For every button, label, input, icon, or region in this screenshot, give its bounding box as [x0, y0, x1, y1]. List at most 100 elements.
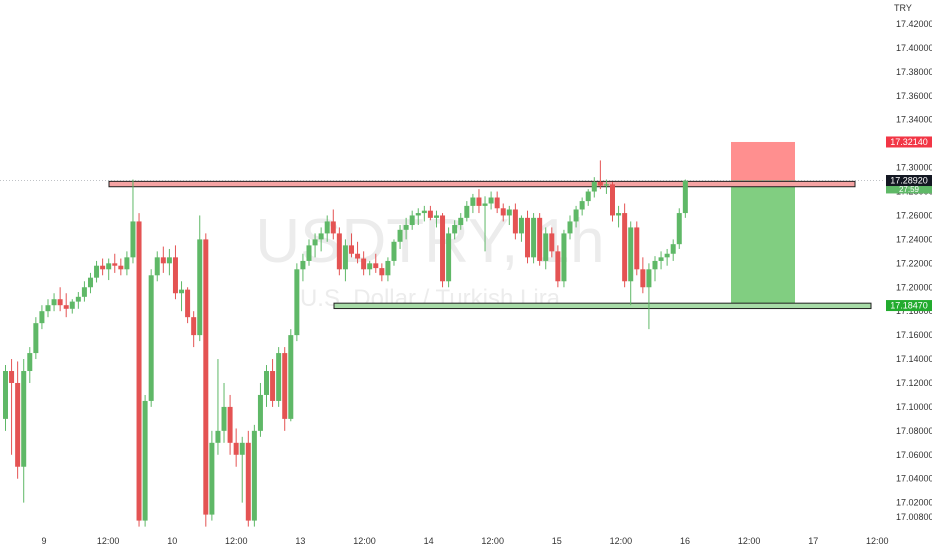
- price-tick-label: 17.00800: [896, 512, 932, 522]
- candle-body: [518, 217, 524, 234]
- candle-body: [549, 233, 555, 252]
- candle-body: [63, 305, 69, 309]
- candle-body: [257, 394, 263, 431]
- candle-body: [470, 197, 476, 206]
- candle-body: [245, 442, 251, 521]
- price-tick-label: 17.40000: [896, 43, 932, 53]
- candle-body: [39, 311, 45, 324]
- candle-body: [112, 263, 118, 266]
- candle-body: [69, 301, 75, 309]
- candle-body: [33, 323, 39, 354]
- candle-body: [433, 215, 439, 218]
- candle-body: [203, 239, 209, 515]
- price-tick-label: 17.16000: [896, 330, 932, 340]
- candle-body: [555, 251, 561, 282]
- candle-body: [603, 184, 609, 186]
- candle-body: [142, 400, 148, 521]
- candle-body: [464, 205, 470, 218]
- candle-body: [118, 265, 124, 270]
- drawing-layer[interactable]: [0, 141, 884, 310]
- candle-body: [45, 305, 51, 312]
- price-axis[interactable]: TRY 17.42000 17.40000 17.38000 17.36000 17.3…: [894, 3, 932, 522]
- candle-body: [324, 221, 330, 234]
- candle-body: [233, 442, 239, 455]
- candle-body: [348, 245, 354, 254]
- candle-body: [288, 335, 294, 419]
- candle-body: [440, 215, 446, 282]
- time-tick-label: 12:00: [866, 536, 889, 546]
- price-tick-label: 17.08000: [896, 426, 932, 436]
- take-profit-price-badge-bg: [886, 300, 932, 312]
- candle-body: [506, 209, 512, 216]
- take-profit-box[interactable]: [731, 180, 795, 306]
- support-zone[interactable]: [333, 302, 872, 310]
- candle-body: [403, 225, 409, 230]
- candle-body: [227, 406, 233, 443]
- price-tick-label: 17.20000: [896, 282, 932, 292]
- currency-label: TRY: [894, 3, 912, 13]
- candle-body: [81, 287, 87, 297]
- price-tick-label: 17.42000: [896, 19, 932, 29]
- candle-body: [51, 299, 57, 306]
- time-tick-label: 14: [424, 536, 434, 546]
- candle-body: [561, 233, 567, 282]
- candle-body: [209, 442, 215, 515]
- candle-body: [634, 227, 640, 270]
- candle-body: [670, 244, 676, 254]
- candle-body: [336, 233, 342, 270]
- candle-body: [591, 181, 597, 192]
- price-tick-label: 17.14000: [896, 354, 932, 364]
- candle-body: [622, 213, 628, 282]
- candle-body: [342, 245, 348, 270]
- time-tick-label: 16: [680, 536, 690, 546]
- price-tick-label: 17.10000: [896, 402, 932, 412]
- candle-body: [21, 371, 27, 467]
- stop-loss-price-badge: 17.32140: [890, 137, 928, 147]
- candle-body: [9, 371, 15, 383]
- bid-price-badge: 17.28920: [890, 176, 928, 186]
- time-tick-label: 12:00: [353, 536, 376, 546]
- candle-body: [300, 260, 306, 270]
- candle-body: [664, 253, 670, 258]
- candle-body: [597, 181, 603, 186]
- candle-body: [676, 213, 682, 245]
- price-tick-label: 17.24000: [896, 234, 932, 244]
- candle-body: [543, 233, 549, 261]
- candle-body: [124, 257, 130, 270]
- candle-body: [367, 263, 373, 270]
- price-tick-label: 17.12000: [896, 378, 932, 388]
- candle-body: [27, 353, 33, 372]
- candle-body: [585, 191, 591, 202]
- candle-body: [191, 317, 197, 336]
- candle-body: [658, 257, 664, 261]
- time-axis[interactable]: 9 12:00 10 12:00 13 12:00 14 12:00 15 12:00 16 12:0…: [41, 536, 888, 546]
- stop-loss-price-badge-bg: [886, 136, 932, 148]
- time-tick-label: 15: [552, 536, 562, 546]
- candle-body: [567, 221, 573, 234]
- candle-body: [385, 260, 391, 276]
- candle-body: [628, 227, 634, 282]
- candle-body: [197, 239, 203, 336]
- candle-body: [610, 184, 615, 216]
- candle-body: [160, 257, 166, 264]
- candle-body: [427, 210, 433, 218]
- candle-body: [682, 180, 688, 214]
- candle-body: [154, 257, 160, 276]
- price-tick-label: 17.36000: [896, 91, 932, 101]
- price-tick-label: 17.06000: [896, 450, 932, 460]
- candle-body: [646, 269, 652, 288]
- price-tick-label: 17.18000: [896, 306, 932, 316]
- price-tick-label: 17.30000: [896, 163, 932, 173]
- candle-body: [215, 430, 221, 443]
- candle-body: [148, 275, 154, 401]
- resistance-zone[interactable]: [108, 180, 856, 188]
- candle-body: [391, 241, 397, 261]
- time-tick-label: 12:00: [481, 536, 504, 546]
- stop-loss-box[interactable]: [731, 141, 795, 181]
- candle-body: [94, 265, 100, 278]
- candle-body: [494, 197, 500, 209]
- candle-body: [537, 217, 543, 261]
- candle-body: [579, 201, 585, 210]
